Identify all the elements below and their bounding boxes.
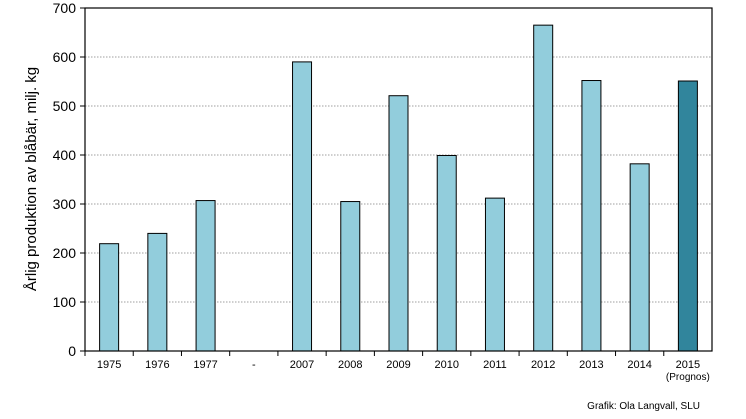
y-axis-ticks: 0 100 200 300 400 500 600 700 bbox=[53, 0, 85, 359]
x-axis-labels: 1975 1976 1977 - 2007 2008 2009 2010 2011 2012 201… bbox=[84, 351, 710, 383]
bar-1975 bbox=[99, 243, 120, 352]
bar-2015 bbox=[677, 80, 698, 352]
x-tick-label: - bbox=[252, 359, 256, 371]
bar-2013 bbox=[581, 80, 602, 352]
y-tick-label: 300 bbox=[53, 196, 77, 212]
y-tick-label: 600 bbox=[53, 49, 77, 65]
y-tick-label: 0 bbox=[68, 343, 76, 359]
x-tick-label: 2011 bbox=[483, 359, 507, 371]
x-tick-label: 1977 bbox=[193, 359, 217, 371]
x-tick-label: 2007 bbox=[290, 359, 314, 371]
x-tick-label: 1976 bbox=[145, 359, 169, 371]
x-tick-label: 2014 bbox=[627, 359, 651, 371]
y-tick-label: 700 bbox=[53, 0, 77, 16]
x-tick-label: 2010 bbox=[434, 359, 458, 371]
y-tick-label: 100 bbox=[53, 294, 77, 310]
bar-2011 bbox=[484, 197, 505, 352]
bar-2009 bbox=[388, 95, 409, 352]
x-tick-sublabel: (Prognos) bbox=[666, 372, 710, 383]
y-tick-label: 200 bbox=[53, 245, 77, 261]
y-tick-label: 500 bbox=[53, 98, 77, 114]
x-tick-label: 1975 bbox=[97, 359, 121, 371]
plot-area-frame bbox=[84, 7, 713, 352]
x-tick-label: 2008 bbox=[338, 359, 362, 371]
bar-2014 bbox=[629, 163, 650, 352]
chart-credit: Grafik: Ola Langvall, SLU bbox=[587, 401, 700, 412]
y-tick-label: 400 bbox=[53, 147, 77, 163]
bar-2008 bbox=[340, 201, 361, 352]
x-tick-label: 2013 bbox=[579, 359, 603, 371]
y-axis-title: Årlig produktion av blåbär, milj. kg bbox=[23, 67, 40, 291]
bar-2012 bbox=[533, 24, 554, 352]
bar-2010 bbox=[436, 154, 457, 352]
bars bbox=[99, 24, 698, 352]
bar-1977 bbox=[195, 200, 216, 352]
x-tick-label: 2015 bbox=[676, 359, 700, 371]
x-tick-label: 2012 bbox=[531, 359, 555, 371]
bar-2007 bbox=[292, 61, 313, 352]
bar-1976 bbox=[147, 232, 168, 352]
x-tick-label: 2009 bbox=[386, 359, 410, 371]
